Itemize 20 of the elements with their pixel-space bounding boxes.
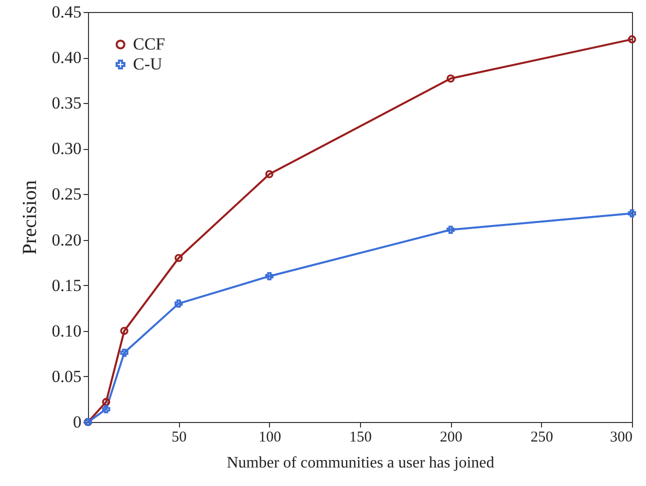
x-tick-label: 150 [349, 430, 372, 446]
x-tick-label: 250 [530, 430, 554, 446]
legend-label: CCF [133, 34, 166, 54]
y-tick-label: 0.05 [52, 366, 82, 386]
y-tick-label: 0.25 [52, 184, 82, 204]
y-tick-label: 0.40 [52, 48, 82, 68]
y-tick-label: 0.30 [52, 139, 82, 158]
y-tick-label: 0.15 [52, 276, 82, 295]
x-tick-label: 200 [440, 430, 462, 446]
x-tick-label: 100 [258, 430, 282, 446]
x-axis-title: Number of communities a user has joined [226, 454, 494, 472]
legend-label: C-U [133, 54, 162, 74]
y-tick-label: 0.10 [52, 321, 82, 340]
y-tick-label: 0.20 [52, 230, 82, 250]
y-axis-title: Precision [18, 180, 41, 255]
x-tick-label: 50 [172, 430, 187, 446]
y-tick-label: 0.45 [52, 2, 82, 22]
x-tick-label: 300 [610, 430, 632, 446]
y-tick-label: 0 [73, 412, 82, 432]
y-tick-label: 0.35 [52, 94, 82, 113]
